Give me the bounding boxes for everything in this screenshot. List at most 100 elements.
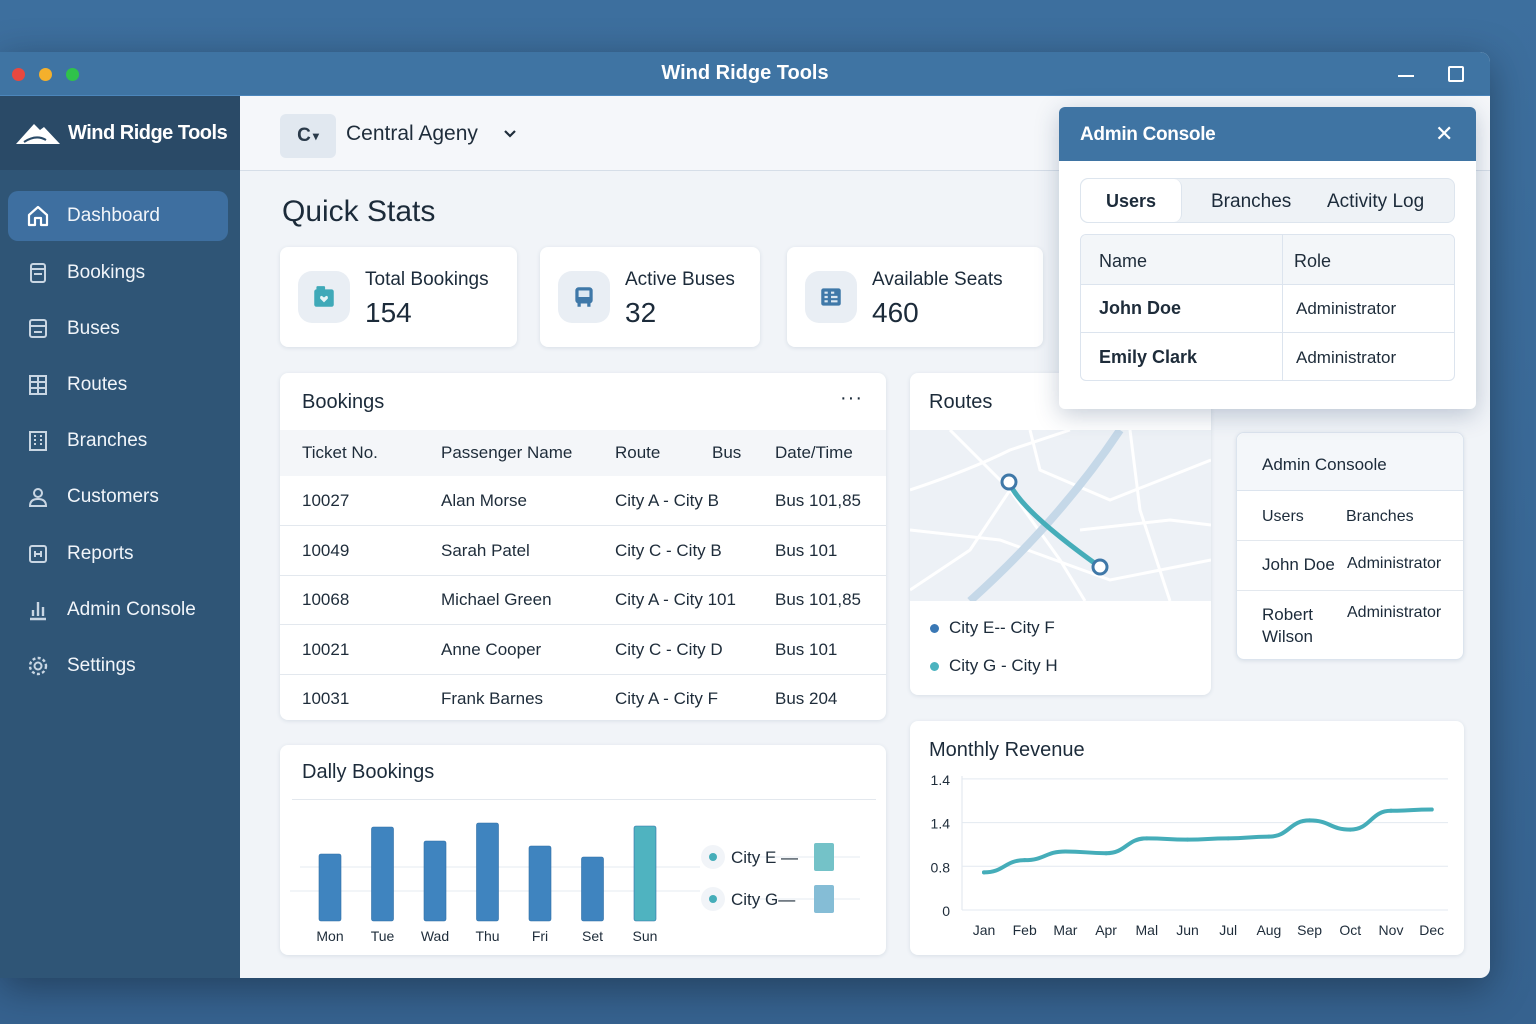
bar-wad[interactable] — [423, 840, 447, 922]
admin-mini-user-role: Administrator — [1347, 555, 1442, 572]
data-point-apr[interactable] — [1104, 851, 1109, 856]
user-role: Administrator — [1296, 299, 1397, 318]
maximize-icon[interactable] — [1448, 66, 1464, 82]
data-point-jan[interactable] — [982, 870, 986, 875]
data-point-oct[interactable] — [1348, 827, 1353, 832]
admin-mini-user-name: Robert Wilson — [1262, 605, 1314, 646]
x-tick-label: Mal — [1136, 922, 1159, 938]
route-list-item[interactable]: City E-- City F — [930, 618, 1055, 638]
bar-fri[interactable] — [528, 845, 552, 922]
x-tick-label: Jun — [1176, 922, 1199, 938]
caret-icon: ▾ — [312, 129, 319, 143]
tab-branches[interactable]: Branches — [1211, 191, 1292, 212]
sidebar-item-label: Settings — [67, 655, 136, 676]
data-point-mar[interactable] — [1063, 849, 1068, 854]
table-cell: 10021 — [302, 639, 350, 659]
x-tick-label: Aug — [1256, 922, 1281, 938]
column-header-name: Name — [1099, 251, 1148, 271]
y-tick-label: 0 — [942, 903, 950, 919]
bar-sun[interactable] — [633, 825, 657, 922]
route-list-item[interactable]: City G - City H — [930, 656, 1058, 676]
data-point-jul[interactable] — [1226, 836, 1231, 841]
tab-bar: Users Branches Activity Log — [1080, 178, 1455, 223]
x-tick-label: Tue — [371, 928, 395, 944]
sidebar-item-dashboard[interactable]: Dashboard — [8, 191, 228, 241]
bar-tue[interactable] — [371, 826, 394, 922]
sidebar-item-reports[interactable]: Reports — [8, 529, 228, 579]
admin-mini-tab-branches[interactable]: Branches — [1346, 508, 1414, 525]
x-tick-label: Jan — [973, 922, 996, 938]
data-point-mal[interactable] — [1144, 836, 1149, 841]
bus-icon — [558, 271, 610, 323]
close-icon[interactable]: ✕ — [1435, 121, 1454, 146]
bar-set[interactable] — [581, 856, 604, 922]
sidebar-item-buses[interactable]: Buses — [8, 304, 228, 354]
monthly-revenue-chart: 0 0.8 1.4 1.4 Jan Feb Mar Apr Mal Jun Jul Aug Sep Oct… — [931, 772, 1448, 938]
data-point-aug[interactable] — [1266, 834, 1271, 839]
dialog-title: Admin Console — [1059, 107, 1476, 161]
route-map[interactable] — [910, 430, 1211, 601]
minimize-icon[interactable] — [1398, 75, 1414, 77]
table-row[interactable]: 10027 Alan Morse City A - City B Bus 101,85 — [280, 476, 886, 525]
x-tick-label: Feb — [1013, 922, 1037, 938]
table-cell: City A - City B — [615, 491, 719, 510]
column-header[interactable]: Route — [615, 443, 661, 462]
route-end-marker — [1091, 558, 1109, 576]
y-tick-label: 1.4 — [931, 772, 951, 788]
sidebar-item-settings[interactable]: Settings — [8, 641, 228, 691]
chevron-down-icon[interactable] — [503, 129, 517, 139]
column-header[interactable]: Ticket No. — [302, 443, 378, 462]
stat-value: 32 — [625, 297, 657, 328]
legend-label: City G— — [731, 890, 795, 909]
calendar-icon — [298, 271, 350, 323]
data-point-jun[interactable] — [1185, 837, 1190, 842]
sidebar-item-customers[interactable]: Customers — [8, 472, 228, 522]
sidebar-item-routes[interactable]: Routes — [8, 360, 228, 410]
agency-selector[interactable]: Central Ageny — [346, 122, 478, 145]
stat-card[interactable]: Active Buses 32 — [540, 247, 760, 347]
table-row[interactable]: 10031 Frank Barnes City A - City F Bus 204 — [280, 674, 886, 723]
agency-badge[interactable]: C ▾ — [280, 114, 336, 158]
x-tick-label: Mar — [1053, 922, 1077, 938]
admin-console-mini-card: Admin Consoole Users Branches John Doe A… — [1236, 432, 1464, 660]
admin-mini-user-role: Administrator — [1347, 604, 1442, 621]
bar-chart-icon — [30, 602, 46, 621]
column-header[interactable]: Passenger Name — [441, 443, 573, 462]
x-tick-label: Dec — [1419, 922, 1444, 938]
admin-mini-tab-users[interactable]: Users — [1262, 508, 1304, 525]
x-tick-label: Thu — [475, 928, 499, 944]
table-row[interactable]: 10021 Anne Cooper City C - City D Bus 101 — [280, 625, 886, 674]
route-dot-icon — [930, 623, 939, 633]
minimize-window-button[interactable] — [39, 68, 52, 81]
admin-mini-user-name: John Doe — [1262, 555, 1335, 574]
maximize-window-button[interactable] — [66, 68, 79, 81]
sidebar-item-admin-console[interactable]: Admin Console — [8, 585, 228, 635]
bookings-title: Bookings — [302, 391, 385, 413]
table-cell: Michael Green — [441, 590, 552, 609]
stat-card[interactable]: Available Seats 460 — [787, 247, 1043, 347]
table-row[interactable]: 10068 Michael Green City A - City 101 Bus 1… — [280, 575, 886, 624]
sidebar-item-bookings[interactable]: Bookings — [8, 248, 228, 298]
data-point-sep[interactable] — [1307, 818, 1312, 823]
bar-thu[interactable] — [476, 822, 499, 922]
sidebar-item-branches[interactable]: Branches — [8, 416, 228, 466]
agency-badge-letter: C — [297, 125, 311, 146]
column-header[interactable]: Date/Time — [775, 443, 853, 462]
user-icon — [28, 488, 48, 507]
stat-card[interactable]: Total Bookings 154 — [280, 247, 517, 347]
more-options-icon[interactable]: ··· — [840, 387, 863, 409]
tab-users[interactable]: Users — [1081, 179, 1182, 222]
tab-activity-log[interactable]: Activity Log — [1327, 191, 1425, 212]
x-tick-label: Mon — [316, 928, 343, 944]
table-row[interactable]: 10049 Sarah Patel City C - City B Bus 101 — [280, 526, 886, 575]
column-header[interactable]: Bus — [712, 443, 742, 462]
table-cell: City C - City B — [615, 540, 722, 560]
bar-mon[interactable] — [318, 853, 342, 922]
legend-label: City E — — [731, 848, 798, 867]
data-point-dec[interactable] — [1429, 807, 1434, 812]
route-start-marker — [1000, 473, 1018, 491]
data-point-feb[interactable] — [1022, 858, 1027, 863]
data-point-nov[interactable] — [1389, 808, 1393, 813]
chart-title: Monthly Revenue — [929, 739, 1085, 761]
close-window-button[interactable] — [12, 68, 25, 81]
